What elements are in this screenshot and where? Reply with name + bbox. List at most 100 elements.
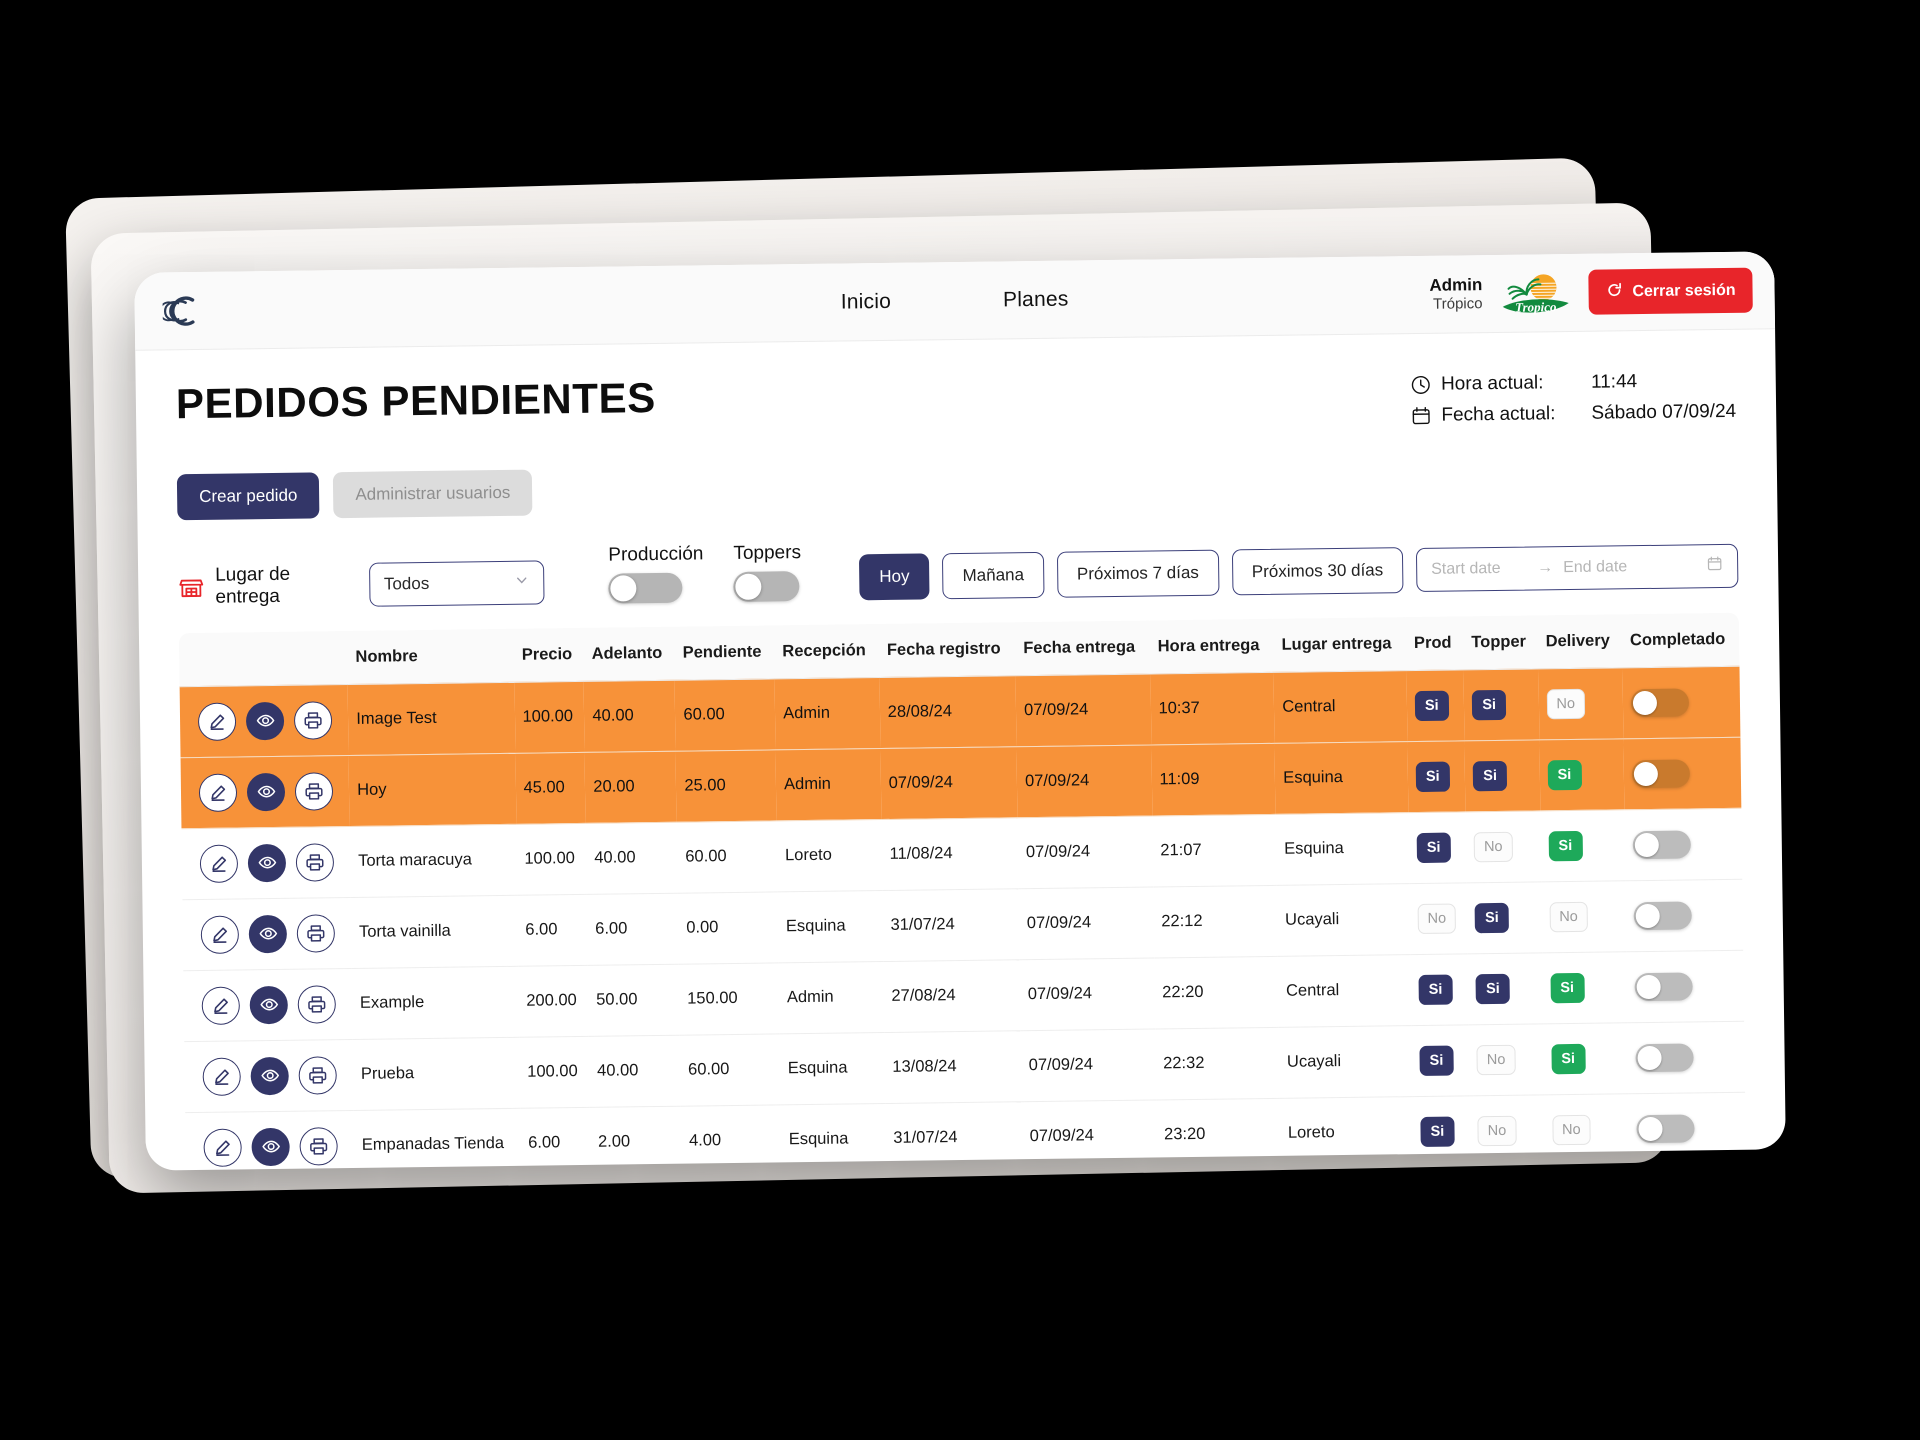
completado-toggle[interactable] [1634,971,1693,1001]
row-actions-cell [180,755,350,829]
toggle-knob [610,574,637,602]
view-button[interactable] [246,772,286,811]
edit-button[interactable] [199,843,239,883]
col-adelanto: Adelanto [583,626,676,681]
row-action-group [197,700,341,741]
prod-badge: Si [1418,974,1453,1005]
arc-c-logo-icon[interactable] [158,290,203,331]
cell-delivery: Si [1539,809,1626,882]
filter-pill-proximos-7[interactable]: Próximos 7 días [1056,549,1220,598]
cell-delivery: Si [1538,738,1625,811]
table-row[interactable]: Example 200.00 50.00 150.00 Admin 27/08/… [183,949,1745,1042]
edit-button[interactable] [198,773,238,812]
row-actions-cell [179,684,349,758]
cell-fecha-entrega: 07/09/24 [1016,744,1152,818]
view-icon [260,1066,279,1085]
completado-toggle[interactable] [1630,687,1689,717]
delivery-badge: No [1546,688,1586,719]
print-button[interactable] [297,984,337,1024]
completado-toggle[interactable] [1633,900,1692,930]
col-nombre: Nombre [347,628,515,685]
print-button[interactable] [299,1126,338,1166]
orders-table-body: Image Test 100.00 40.00 60.00 Admin 28/0… [179,665,1746,1171]
table-row[interactable]: Empanadas Tienda 6.00 2.00 4.00 Esquina … [185,1091,1746,1171]
row-action-group [199,842,343,883]
toggle-knob [735,573,763,600]
toppers-toggle-label: Toppers [733,541,802,564]
view-button[interactable] [251,1127,290,1166]
delivery-place-value: Todos [383,573,430,594]
col-prod: Prod [1405,615,1464,671]
start-date-input[interactable] [1431,559,1532,579]
cell-completado [1624,807,1743,881]
date-range-separator: → [1537,558,1554,576]
edit-button[interactable] [197,702,237,741]
produccion-toggle[interactable] [608,572,683,604]
manage-users-button[interactable]: Administrar usuarios [333,469,533,518]
view-button[interactable] [247,843,287,882]
cell-recepcion: Esquina [780,1103,886,1171]
print-button[interactable] [293,700,333,740]
completado-toggle[interactable] [1631,758,1690,788]
cell-fecha-entrega: 07/09/24 [1019,957,1155,1031]
cell-topper: No [1468,1023,1544,1096]
view-button[interactable] [245,701,285,740]
calendar-icon[interactable] [1706,555,1723,577]
page-title: PEDIDOS PENDIENTES [175,373,657,428]
table-row[interactable]: Prueba 100.00 40.00 60.00 Esquina 13/08/… [184,1020,1746,1113]
view-button[interactable] [249,985,289,1024]
filter-pill-hoy[interactable]: Hoy [859,552,930,600]
col-hora-entrega: Hora entrega [1149,618,1274,674]
view-button[interactable] [248,914,288,953]
prod-badge: Si [1415,761,1450,792]
cell-recepcion: Loreto [776,819,883,892]
print-button[interactable] [296,913,336,953]
edit-button[interactable] [200,914,240,954]
print-button[interactable] [294,771,334,811]
edit-button[interactable] [202,1056,241,1096]
delivery-place-select[interactable]: Todos [368,559,545,607]
nav-link-planes[interactable]: Planes [1002,287,1069,311]
cell-pendiente: 25.00 [675,749,777,822]
produccion-toggle-group: Producción [608,543,704,604]
edit-button[interactable] [201,985,241,1025]
toppers-toggle[interactable] [733,570,801,602]
topper-badge: Si [1471,689,1507,720]
filter-pill-manana[interactable]: Mañana [942,551,1045,599]
edit-button[interactable] [203,1127,242,1167]
topper-badge: Si [1475,973,1511,1004]
completado-toggle[interactable] [1635,1042,1694,1072]
create-order-button[interactable]: Crear pedido [176,471,320,520]
table-row[interactable]: Torta vainilla 6.00 6.00 0.00 Esquina 31… [182,878,1744,971]
print-button[interactable] [298,1055,337,1095]
col-fecha-registro: Fecha registro [878,621,1016,678]
table-row[interactable]: Hoy 45.00 20.00 25.00 Admin 07/09/24 07/… [180,736,1742,829]
print-button[interactable] [295,842,335,882]
toggle-knob [1634,832,1659,857]
end-date-input[interactable] [1563,557,1664,577]
col-fecha-entrega: Fecha entrega [1014,620,1151,676]
toggle-knob [1636,974,1661,999]
cell-completado [1623,736,1742,810]
cell-topper: Si [1463,668,1539,741]
cell-hora-entrega: 22:32 [1154,1026,1280,1100]
filter-pill-proximos-30[interactable]: Próximos 30 días [1231,546,1404,595]
cell-prod: Si [1406,669,1465,742]
date-range-picker[interactable]: → [1415,543,1739,592]
current-time-row: Hora actual: 11:44 [1410,366,1736,401]
logout-button[interactable]: Cerrar sesión [1588,267,1753,315]
cell-precio: 100.00 [514,680,585,753]
cell-precio: 6.00 [519,1106,591,1171]
cell-fecha-registro: 07/09/24 [880,746,1018,820]
table-row[interactable]: Torta maracuya 100.00 40.00 60.00 Loreto… [181,807,1743,900]
table-row[interactable]: Image Test 100.00 40.00 60.00 Admin 28/0… [179,665,1741,758]
view-button[interactable] [250,1056,289,1095]
completado-toggle[interactable] [1636,1113,1695,1143]
cell-nombre: Prueba [352,1036,520,1111]
delivery-badge: Si [1548,830,1583,861]
nav-link-inicio[interactable]: Inicio [840,289,892,314]
current-time-label: Hora actual: [1440,372,1544,395]
store-icon [178,573,204,599]
current-datetime-block: Hora actual: 11:44 Fecha actual: Sábado … [1410,360,1737,432]
completado-toggle[interactable] [1632,829,1691,859]
